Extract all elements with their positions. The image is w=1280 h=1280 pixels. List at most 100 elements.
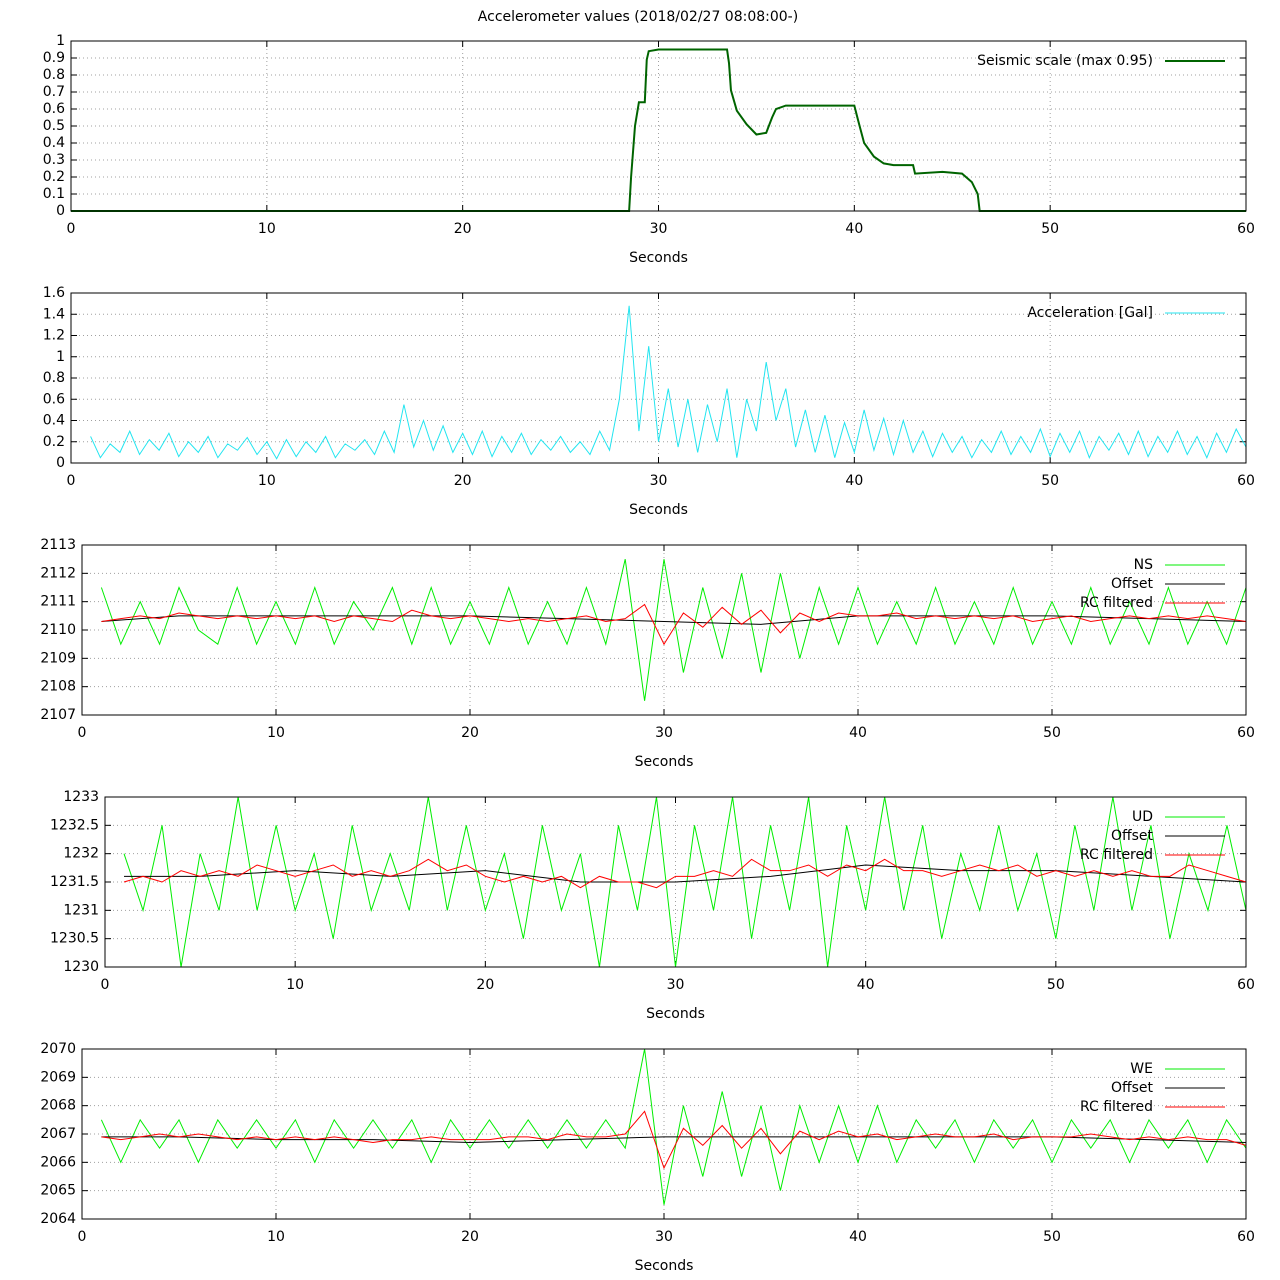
y-tick-label: 2067 <box>40 1126 76 1142</box>
y-tick-label: 2068 <box>40 1098 76 1114</box>
x-tick-label: 20 <box>476 977 494 993</box>
series-line <box>100 1048 1247 1205</box>
x-axis-title: Seconds <box>629 250 688 266</box>
x-tick-label: 0 <box>78 725 87 741</box>
x-axis-title: Seconds <box>646 1006 705 1022</box>
y-tick-label: 2109 <box>40 650 76 666</box>
plot-frame <box>70 40 1247 212</box>
y-tick-label: 0 <box>56 203 65 219</box>
legend-label: RC filtered <box>1080 847 1153 863</box>
plot-frame <box>70 292 1247 464</box>
series-line <box>124 864 1247 883</box>
y-tick-label: 1232 <box>63 846 99 862</box>
series-line <box>100 559 1247 701</box>
legend-label: RC filtered <box>1080 595 1153 611</box>
x-tick-label: 60 <box>1237 725 1255 741</box>
y-tick-label: 2111 <box>40 594 76 610</box>
y-tick-label: 0.4 <box>43 413 65 429</box>
x-tick-label: 0 <box>101 977 110 993</box>
x-tick-label: 50 <box>1047 977 1065 993</box>
legend-label: RC filtered <box>1080 1099 1153 1115</box>
y-tick-label: 0.6 <box>43 101 65 117</box>
series-line <box>123 858 1247 889</box>
x-tick-label: 20 <box>454 221 472 237</box>
x-tick-label: 0 <box>78 1229 87 1245</box>
x-tick-label: 40 <box>857 977 875 993</box>
x-tick-label: 30 <box>655 1229 673 1245</box>
x-tick-label: 0 <box>67 473 76 489</box>
y-tick-label: 2108 <box>40 679 76 695</box>
y-tick-label: 0.8 <box>43 370 65 386</box>
x-tick-label: 30 <box>650 473 668 489</box>
x-tick-label: 20 <box>461 1229 479 1245</box>
y-tick-label: 0.9 <box>43 50 65 66</box>
x-tick-label: 30 <box>667 977 685 993</box>
y-tick-label: 1231 <box>63 902 99 918</box>
x-tick-label: 10 <box>267 1229 285 1245</box>
legend-label: Acceleration [Gal] <box>1027 305 1153 321</box>
legend-label: WE <box>1130 1061 1153 1077</box>
x-tick-label: 20 <box>461 725 479 741</box>
y-tick-label: 1230 <box>63 959 99 975</box>
y-tick-label: 1233 <box>63 789 99 805</box>
series-line <box>101 1110 1247 1170</box>
x-axis-title: Seconds <box>635 1258 694 1274</box>
x-tick-label: 10 <box>286 977 304 993</box>
y-tick-label: 2070 <box>40 1041 76 1057</box>
x-tick-label: 40 <box>849 1229 867 1245</box>
y-tick-label: 2066 <box>40 1154 76 1170</box>
chart-title: Accelerometer values (2018/02/27 08:08:0… <box>478 9 798 25</box>
x-tick-label: 60 <box>1237 977 1255 993</box>
y-tick-label: 0 <box>56 455 65 471</box>
y-tick-label: 0.2 <box>43 169 65 185</box>
y-tick-label: 0.1 <box>43 186 65 202</box>
legend-label: NS <box>1134 557 1153 573</box>
y-tick-label: 0.4 <box>43 135 65 151</box>
legend-label: UD <box>1132 809 1153 825</box>
series-line <box>101 603 1247 646</box>
y-tick-label: 1.2 <box>43 328 65 344</box>
y-tick-label: 1 <box>56 349 65 365</box>
y-tick-label: 2107 <box>40 707 76 723</box>
y-tick-label: 0.3 <box>43 152 65 168</box>
y-tick-label: 2112 <box>40 565 76 581</box>
plot-frame <box>104 796 1247 968</box>
y-tick-label: 0.7 <box>43 84 65 100</box>
plot-frame <box>81 544 1247 716</box>
x-tick-label: 30 <box>655 725 673 741</box>
series-line <box>123 796 1247 968</box>
x-tick-label: 20 <box>454 473 472 489</box>
x-tick-label: 50 <box>1041 473 1059 489</box>
y-tick-label: 0.2 <box>43 434 65 450</box>
y-tick-label: 2113 <box>40 537 76 553</box>
y-tick-label: 1232.5 <box>50 817 99 833</box>
y-tick-label: 1230.5 <box>50 931 99 947</box>
x-tick-label: 30 <box>650 221 668 237</box>
x-tick-label: 60 <box>1237 1229 1255 1245</box>
y-tick-label: 0.6 <box>43 391 65 407</box>
y-tick-label: 1 <box>56 33 65 49</box>
x-tick-label: 10 <box>258 473 276 489</box>
x-tick-label: 10 <box>267 725 285 741</box>
y-tick-label: 1.4 <box>43 306 65 322</box>
y-tick-label: 0.8 <box>43 67 65 83</box>
y-tick-label: 1.6 <box>43 285 65 301</box>
legend-label: Offset <box>1111 576 1154 592</box>
y-tick-label: 2110 <box>40 622 76 638</box>
x-tick-label: 40 <box>845 473 863 489</box>
legend-label: Offset <box>1111 828 1154 844</box>
x-tick-label: 60 <box>1237 221 1255 237</box>
plot-frame <box>81 1048 1247 1220</box>
x-tick-label: 50 <box>1041 221 1059 237</box>
y-tick-label: 2069 <box>40 1069 76 1085</box>
x-tick-label: 40 <box>849 725 867 741</box>
x-tick-label: 60 <box>1237 473 1255 489</box>
series-line <box>90 305 1247 460</box>
legend-label: Offset <box>1111 1080 1154 1096</box>
x-tick-label: 10 <box>258 221 276 237</box>
x-tick-label: 0 <box>67 221 76 237</box>
x-tick-label: 50 <box>1043 725 1061 741</box>
y-tick-label: 0.5 <box>43 118 65 134</box>
x-axis-title: Seconds <box>629 502 688 518</box>
